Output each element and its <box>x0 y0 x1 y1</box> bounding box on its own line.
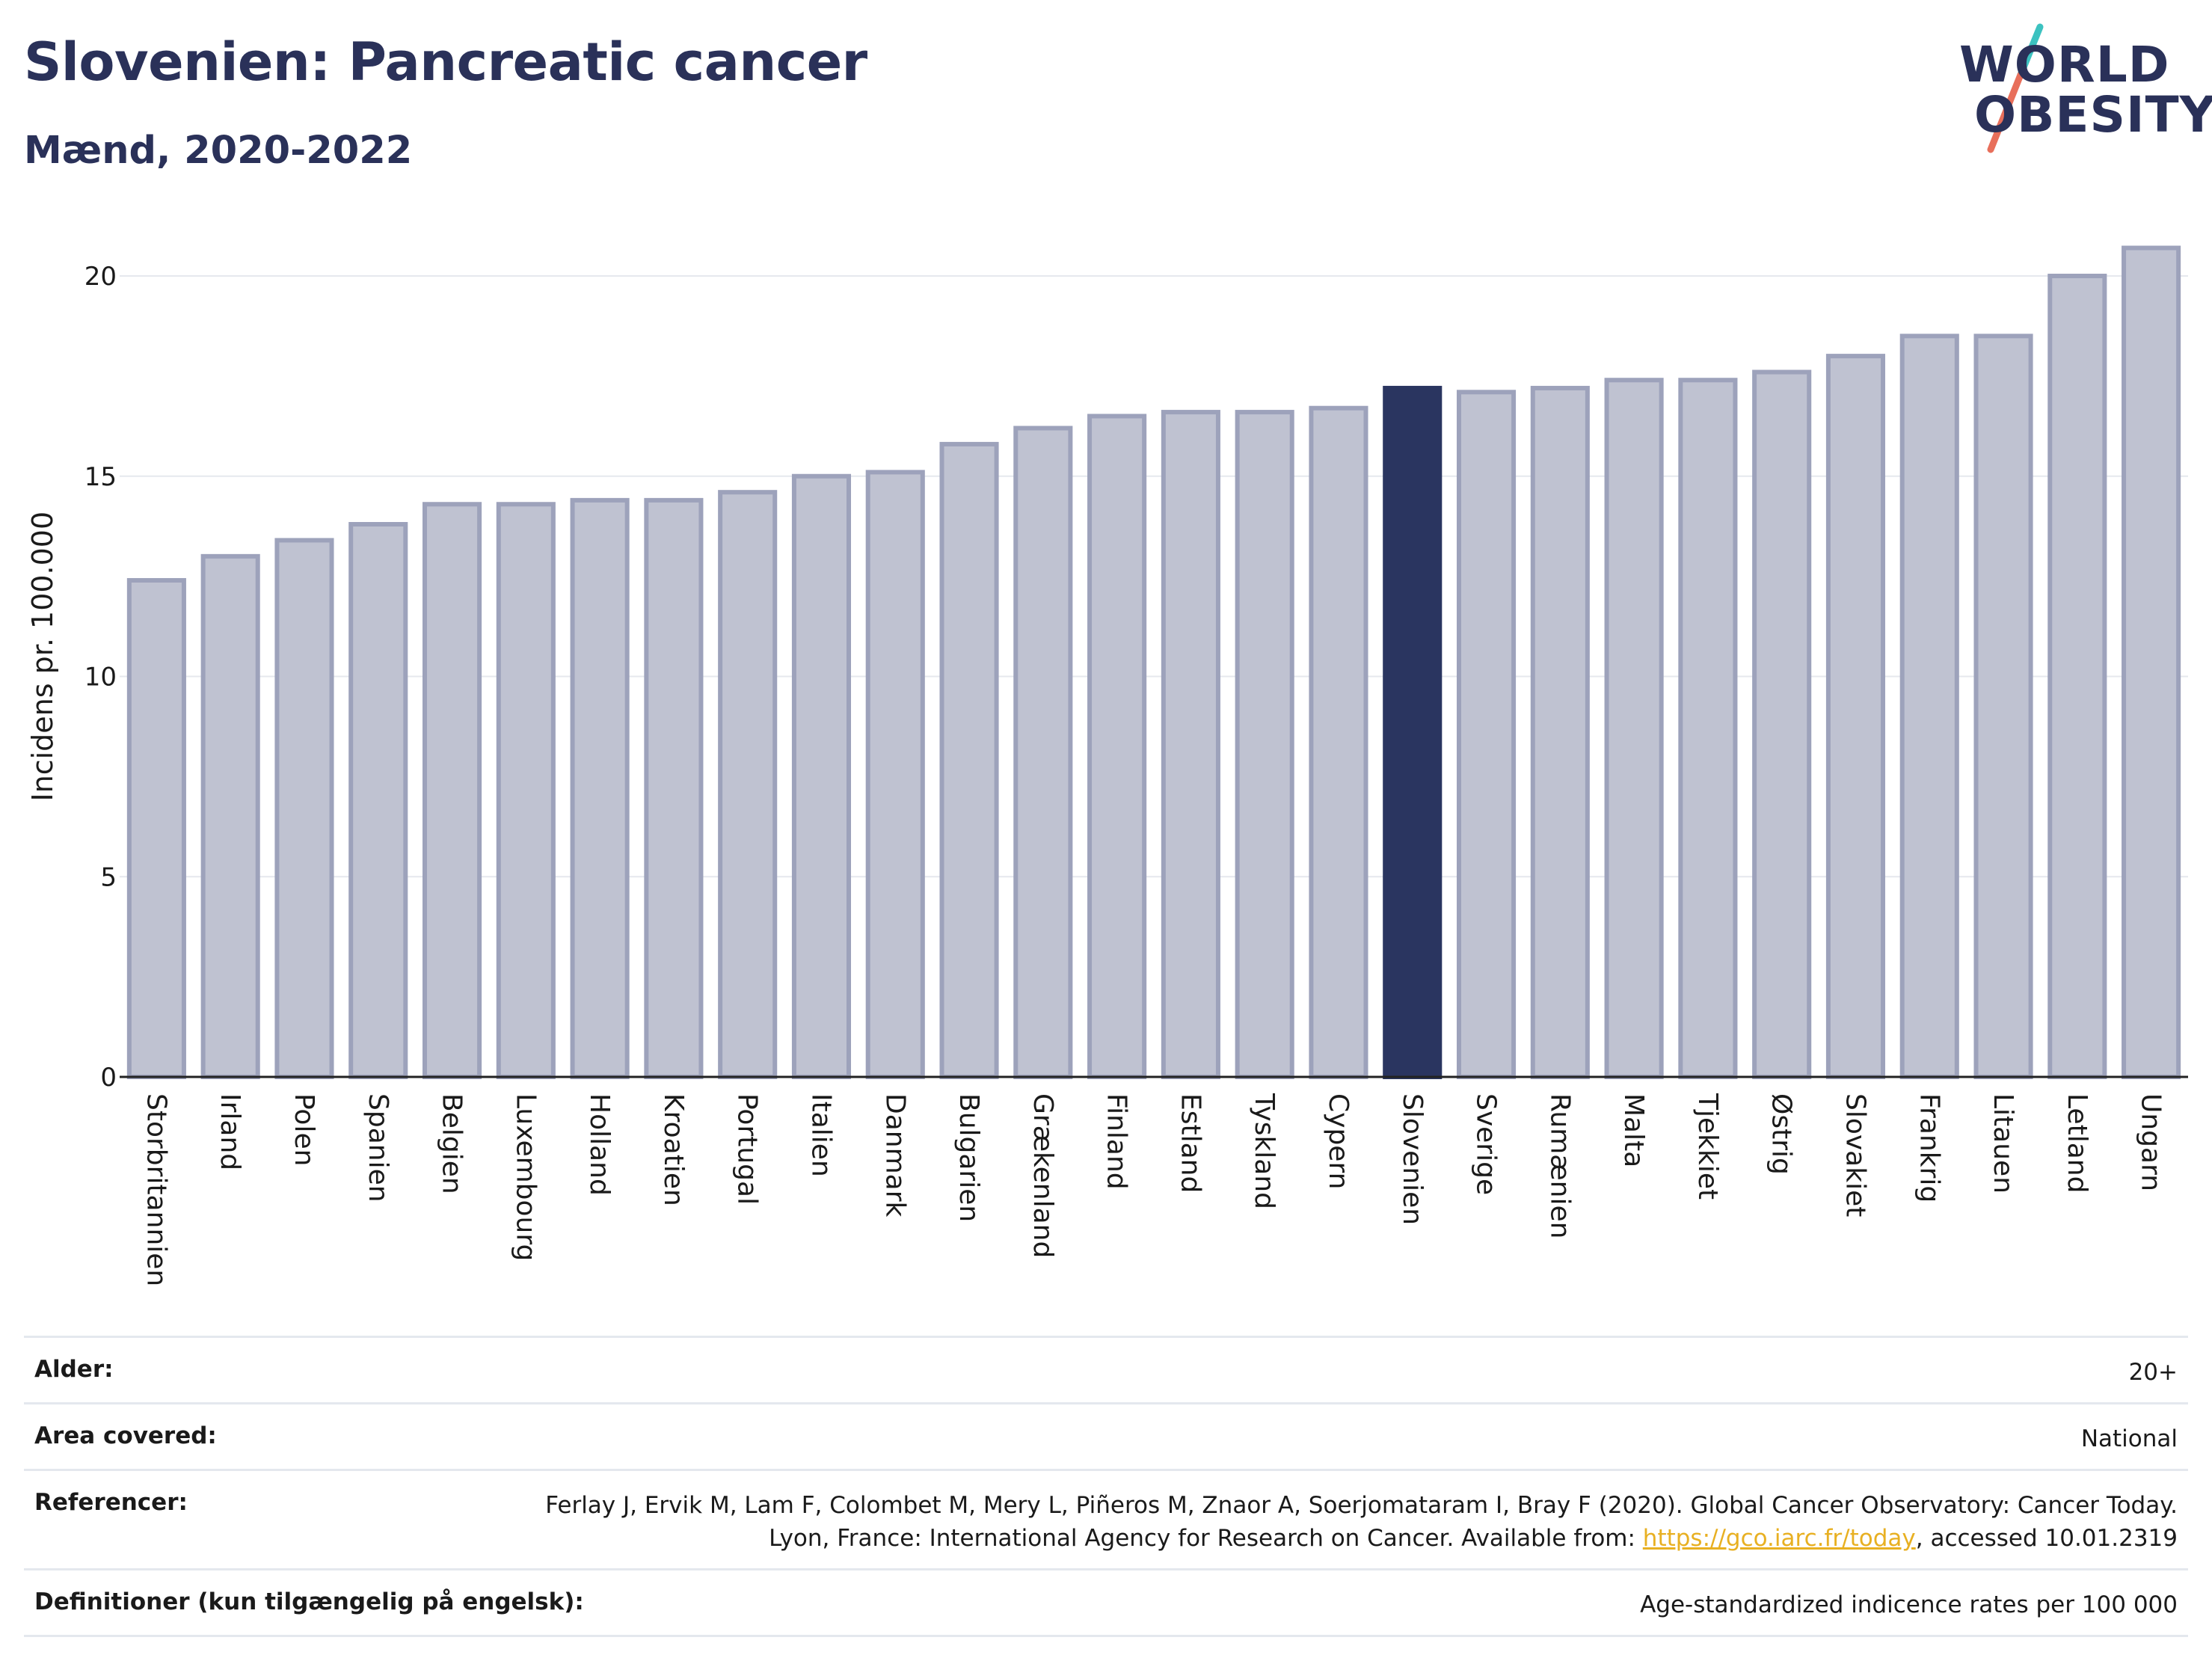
x-tick-label: Holland <box>584 1093 615 1196</box>
bar-slovakiet <box>1825 354 1886 1080</box>
x-tick-label: Ungarn <box>2136 1093 2166 1191</box>
bar-malta <box>1604 378 1664 1080</box>
page-title: Slovenien: Pancreatic cancer <box>24 31 867 93</box>
x-tick-label: Italien <box>805 1093 836 1177</box>
bar-portugal <box>718 490 778 1080</box>
bar-frankrig <box>1899 334 1959 1079</box>
y-tick-label: 0 <box>100 1063 117 1093</box>
world-obesity-logo: WORLD OBESITY <box>1944 21 2212 163</box>
meta-row-age: Alder: 20+ <box>24 1336 2188 1402</box>
bar-ungarn <box>2122 245 2181 1079</box>
reference-accessed: , accessed 10.01.2319 <box>1915 1525 2178 1552</box>
x-tick-label: Luxembourg <box>510 1093 541 1261</box>
x-tick-label: Letland <box>2062 1093 2092 1193</box>
x-tick-label: Tjekkiet <box>1692 1093 1723 1200</box>
bar-slovenien <box>1383 385 1443 1079</box>
x-tick-label: Malta <box>1618 1093 1649 1167</box>
logo-text-world: WORLD <box>1959 36 2170 93</box>
x-tick-label: Bulgarien <box>953 1093 984 1222</box>
bar-polen <box>274 538 334 1079</box>
bar-letland <box>2047 274 2107 1079</box>
meta-row-area: Area covered: National <box>24 1402 2188 1469</box>
meta-value: Age-standardized indicence rates per 100… <box>1640 1591 2178 1618</box>
bar-chart: 0 5 10 15 20 Incidens pr. 100.000 Storbritanni… <box>26 245 2188 1286</box>
x-tick-label: Irland <box>215 1093 245 1170</box>
y-tick-label: 5 <box>100 862 117 892</box>
x-tick-label: Tyskland <box>1249 1093 1279 1209</box>
x-tick-label: Slovakiet <box>1840 1093 1870 1217</box>
meta-value: 20+ <box>2128 1359 2178 1386</box>
x-tick-label: Grækenland <box>1027 1093 1058 1258</box>
reference-link[interactable]: https://gco.iarc.fr/today <box>1642 1525 1916 1552</box>
bar-belgien <box>422 502 482 1079</box>
meta-label: Area covered: <box>34 1422 217 1449</box>
bar-tyskland <box>1235 410 1294 1079</box>
meta-label: Alder: <box>34 1356 114 1383</box>
y-tick-label: 20 <box>85 262 117 292</box>
bar-italien <box>791 473 852 1079</box>
logo-slash-icon <box>1987 23 2044 153</box>
x-tick-label: Belgien <box>437 1093 467 1194</box>
meta-label: Definitioner (kun tilgængelig på engelsk… <box>34 1588 584 1615</box>
bar-finland <box>1087 414 1147 1079</box>
x-tick-label: Kroatien <box>658 1093 689 1206</box>
x-tick-label: Slovenien <box>1397 1093 1428 1225</box>
x-tick-label: Polen <box>289 1093 319 1166</box>
bar-spanien <box>348 522 408 1079</box>
bar-estland <box>1161 410 1220 1079</box>
meta-value: Ferlay J, Ervik M, Lam F, Colombet M, Me… <box>532 1489 2178 1555</box>
metadata-table: Alder: 20+ Area covered: National Refere… <box>24 1336 2188 1637</box>
x-tick-label: Cypern <box>1323 1093 1354 1189</box>
x-tick-label: Danmark <box>879 1093 910 1218</box>
x-tick-label: Storbritannien <box>141 1093 171 1286</box>
meta-label: Referencer: <box>34 1489 188 1516</box>
x-tick-label: Finland <box>1102 1093 1132 1190</box>
bar-grækenland <box>1013 426 1073 1079</box>
bar-irland <box>200 553 260 1080</box>
bar-luxembourg <box>496 502 556 1079</box>
y-tick-label: 10 <box>85 663 117 693</box>
meta-value: National <box>2080 1425 2178 1452</box>
bar-rumænien <box>1530 385 1590 1079</box>
bar-østrig <box>1752 369 1812 1079</box>
page-subtitle: Mænd, 2020-2022 <box>24 129 413 173</box>
x-tick-label: Frankrig <box>1914 1093 1944 1203</box>
x-tick-label: Østrig <box>1766 1093 1797 1175</box>
x-tick-label: Portugal <box>732 1093 763 1205</box>
x-tick-label: Estland <box>1175 1093 1205 1193</box>
bar-storbritannien <box>126 577 186 1079</box>
reference-text: Ferlay J, Ervik M, Lam F, Colombet M, Me… <box>545 1492 2178 1552</box>
y-axis-label: Incidens pr. 100.000 <box>26 512 59 802</box>
bar-cypern <box>1309 405 1368 1079</box>
meta-row-definitions: Definitioner (kun tilgængelig på engelsk… <box>24 1568 2188 1637</box>
bar-holland <box>570 497 630 1079</box>
bar-sverige <box>1456 390 1517 1080</box>
bar-tjekkiet <box>1678 378 1738 1080</box>
logo-text-obesity: OBESITY <box>1974 86 2212 144</box>
bar-bulgarien <box>939 441 999 1080</box>
x-tick-label: Spanien <box>363 1093 393 1203</box>
meta-row-references: Referencer: Ferlay J, Ervik M, Lam F, Co… <box>24 1469 2188 1568</box>
x-tick-label: Sverige <box>1471 1093 1502 1195</box>
x-tick-label: Rumænien <box>1544 1093 1575 1238</box>
bar-kroatien <box>644 497 704 1079</box>
bar-danmark <box>865 470 925 1079</box>
bar-litauen <box>1973 334 2033 1079</box>
y-tick-label: 15 <box>85 462 117 492</box>
x-tick-label: Litauen <box>1988 1093 2018 1194</box>
